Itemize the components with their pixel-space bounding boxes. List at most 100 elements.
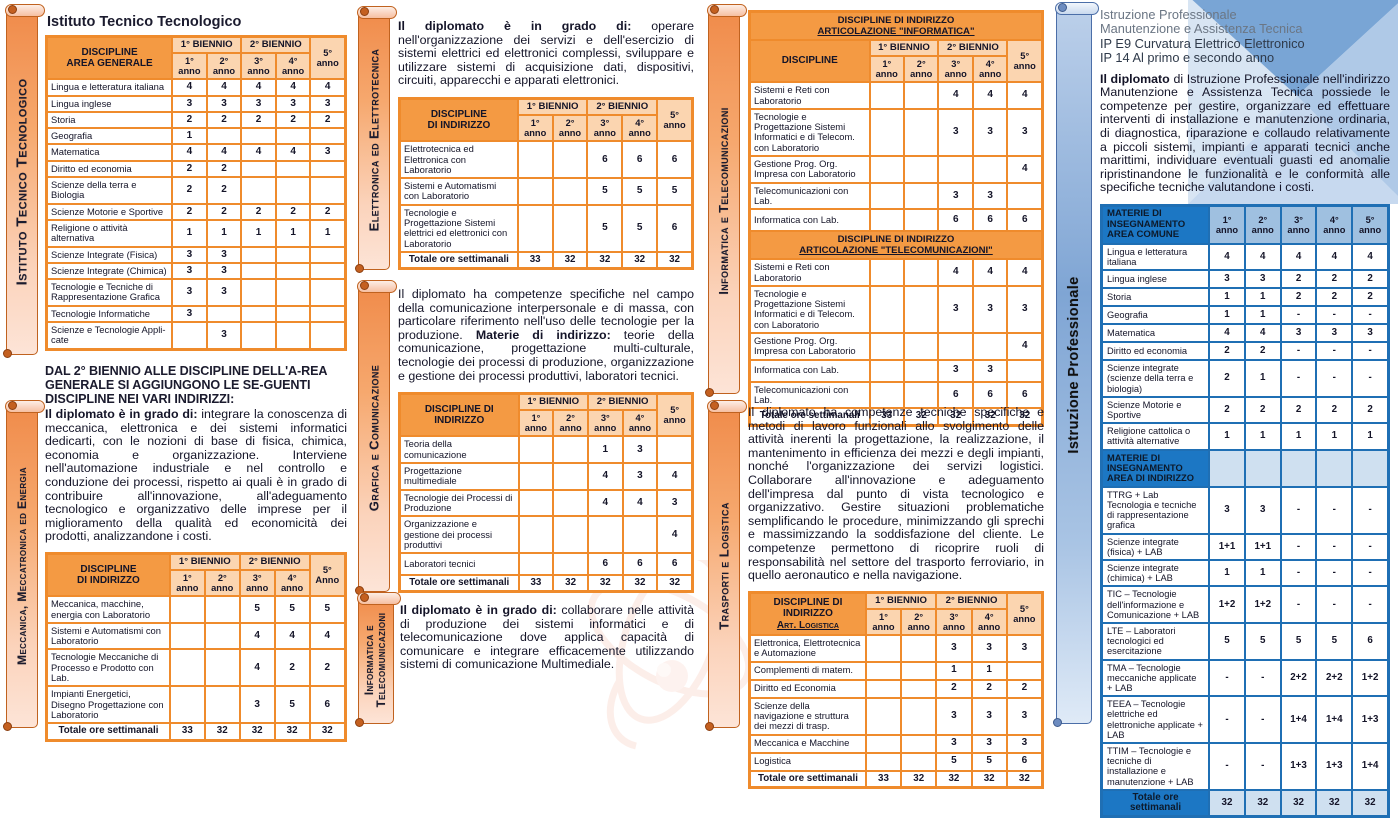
cell-year-2 [552, 141, 588, 179]
header-year-2: 2° [219, 56, 229, 67]
cell-year-3: 1 [587, 436, 623, 464]
cell-year-4: 2 [275, 203, 311, 220]
cell-year-4: 6 [622, 553, 658, 576]
row-label: Sistemi e Reti con Laboratorio [750, 82, 870, 109]
cell-year-2 [206, 128, 242, 145]
table-row: Lingua inglese 3 3 3 3 3 [47, 95, 345, 112]
row-label: Matematica [47, 144, 173, 161]
header-anno: anno [524, 128, 547, 139]
total-year-3: 32 [1280, 789, 1317, 817]
cell-year-5: 3 [1007, 285, 1042, 334]
header-year-4: 4° [288, 56, 298, 67]
header-year-5: 5° [1365, 214, 1375, 225]
cell-year-4: 2+2 [1316, 659, 1353, 697]
total-year-2: 32 [1244, 789, 1281, 817]
cell-year-2 [901, 734, 937, 753]
cell-year-2 [904, 359, 939, 382]
banner-label: Grafica e Comunicazione [366, 364, 382, 512]
table-row: Elettrotecnica ed Elettronica con Labora… [400, 141, 692, 179]
row-label: Telecomunicazioni con Lab. [750, 381, 870, 409]
cell-year-2 [904, 333, 939, 360]
row-label: Organizzazione e gestione dei processi p… [400, 516, 519, 554]
total-year-4: 32 [622, 575, 658, 592]
cell-year-4: - [1316, 360, 1353, 397]
header-anno: anno [211, 583, 234, 594]
cell-year-5: 6 [657, 141, 692, 179]
banner-meccanica-meccatronica-energia: Meccanica, Meccatronica ed Energia [3, 400, 45, 731]
row-label: Scienze integrate (fisica) + LAB [1102, 533, 1210, 561]
cell-year-1: 3 [172, 279, 207, 306]
header-anno: anno [593, 128, 616, 139]
header-biennio-1: 1° BIENNIO [169, 553, 240, 571]
banner-label: Istituto Tecnico Tecnologico [13, 78, 31, 285]
row-label: Scienze integrate (chimica) + LAB [1102, 560, 1210, 587]
banner-informatica-e-telecomunicazioni: Informatica e Telecomunicazioni [705, 4, 747, 397]
cell-year-3: 4 [239, 649, 275, 687]
header-anno: anno [910, 69, 933, 80]
table-row: Tecnologie Meccaniche di Processo e Prod… [47, 649, 345, 687]
cell-year-3: 2 [1280, 288, 1317, 307]
header-biennio-1: 1° BIENNIO [518, 394, 588, 411]
cell-year-1: 2 [1209, 360, 1245, 397]
table-row-total: Totale ore settimanali 33 32 32 32 32 [750, 408, 1042, 425]
header-year-2: 2° [566, 413, 576, 424]
cell-year-3 [587, 516, 623, 554]
header-year-1: 1° [531, 413, 541, 424]
banner-dot-bottom [1053, 718, 1062, 727]
total-year-3: 32 [239, 723, 275, 740]
cell-year-2: 4 [1244, 324, 1281, 343]
table-row: LTE – Laboratori tecnologici ed esercita… [1102, 623, 1388, 660]
cell-year-4: 5 [274, 686, 310, 724]
brochure-page: Istituto Tecnico Tecnologico Istituto Te… [3, 2, 1390, 818]
cell-year-5: 1 [1352, 423, 1388, 450]
row-label: Tecnologie e Progettazione Sistemi elett… [400, 204, 518, 252]
cell-year-4 [972, 156, 1008, 183]
cell-year-4 [275, 305, 311, 323]
banner-label-line1: Informatica e [364, 624, 376, 696]
header-anno: anno [628, 128, 651, 139]
header-year-1: 1° [184, 56, 194, 67]
cell-year-4: 4 [275, 144, 311, 161]
cell-year-4: 3 [972, 285, 1008, 334]
cell-year-2: 5 [1244, 623, 1281, 660]
heading-line1: Istruzione Professionale [1100, 7, 1237, 22]
header-year-1: 1° [1222, 214, 1232, 225]
cell-year-3: 6 [587, 553, 623, 576]
header-year-5: 5° [670, 405, 680, 416]
cell-year-3: 3 [938, 108, 973, 157]
header-anno: Anno [315, 575, 340, 586]
cell-year-5: 2 [309, 649, 345, 687]
cell-year-3: 2 [241, 203, 276, 220]
cell-year-5: 4 [309, 622, 345, 650]
cell-year-1 [865, 661, 902, 680]
cell-year-3: 1 [936, 661, 972, 680]
cell-year-2 [206, 305, 242, 323]
table-row: Scienze della navigazione e struttura de… [750, 697, 1042, 735]
cell-year-1: 1 [1209, 306, 1245, 325]
row-label: Scienze della navigazione e struttura de… [750, 697, 866, 735]
header-anno: anno [1013, 613, 1036, 624]
cell-year-3: 6 [938, 209, 973, 232]
cell-year-3: 4 [241, 79, 276, 96]
cell-year-4: 5 [1316, 623, 1353, 660]
cell-year-4: 4 [972, 82, 1008, 109]
cell-year-1: 1 [1209, 423, 1245, 450]
header-anno: anno [942, 622, 966, 633]
table-row: Tecnologie e Progettazione Sistemi Infor… [750, 285, 1042, 334]
row-label: Scienze della terra e Biologia [47, 177, 173, 204]
cell-year-5: 3 [1006, 635, 1042, 662]
cell-year-2: 2 [206, 203, 242, 220]
table-row: Elettronica, Elettrotecnica e Automazion… [750, 635, 1042, 662]
paragraph-body: operare nell'organizzazione dei servizi … [398, 19, 694, 88]
band-line1: DISCIPLINE DI INDIRIZZO [837, 15, 955, 26]
cell-year-4: 3 [972, 108, 1008, 157]
cell-year-5 [310, 322, 345, 349]
cell-year-1 [172, 322, 207, 349]
table-row: TIC – Tecnologie dell'informazione e Com… [1102, 586, 1388, 624]
cell-year-5: 3 [1007, 108, 1042, 157]
header-year-1: 1° [182, 573, 192, 584]
table-header-line2: INDIRIZZO [782, 608, 833, 620]
cell-year-3 [241, 160, 276, 178]
row-label: Sistemi e Reti con Laboratorio [750, 259, 870, 286]
table-row: TMA – Tecnologie meccaniche applicate + … [1102, 659, 1388, 697]
